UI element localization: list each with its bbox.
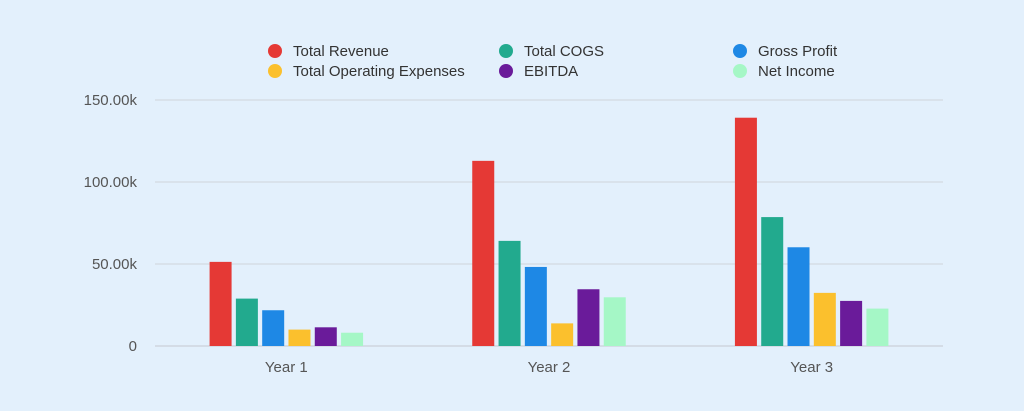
legend-label: Total Revenue	[293, 43, 389, 60]
bar	[787, 247, 810, 346]
legend-swatch	[499, 44, 513, 58]
bar	[551, 323, 574, 346]
y-tick-label: 50.00k	[92, 256, 138, 273]
bar	[262, 310, 285, 346]
y-tick-label: 100.00k	[84, 174, 138, 191]
bar	[734, 117, 757, 346]
bar	[314, 327, 337, 346]
x-tick-label: Year 3	[790, 359, 833, 376]
legend-swatch	[268, 64, 282, 78]
x-tick-label: Year 2	[528, 359, 571, 376]
x-tick-label: Year 1	[265, 359, 308, 376]
bar	[209, 261, 232, 346]
bar	[524, 266, 547, 346]
legend-label: Net Income	[758, 63, 835, 80]
bar	[866, 308, 889, 346]
bar	[761, 217, 784, 346]
y-tick-label: 0	[129, 338, 137, 355]
y-tick-label: 150.00k	[84, 92, 138, 109]
bar	[603, 297, 626, 346]
bar	[288, 329, 311, 346]
legend-swatch	[499, 64, 513, 78]
bar	[577, 289, 600, 346]
bar	[813, 292, 836, 346]
legend-swatch	[733, 64, 747, 78]
bar	[840, 300, 863, 346]
bar	[235, 298, 258, 346]
legend-swatch	[268, 44, 282, 58]
bar	[341, 332, 364, 346]
legend-swatch	[733, 44, 747, 58]
bar	[472, 160, 495, 346]
legend-label: Total COGS	[524, 43, 604, 60]
legend-label: Total Operating Expenses	[293, 63, 465, 80]
bar	[498, 240, 521, 346]
legend-label: EBITDA	[524, 63, 578, 80]
legend-label: Gross Profit	[758, 43, 838, 60]
